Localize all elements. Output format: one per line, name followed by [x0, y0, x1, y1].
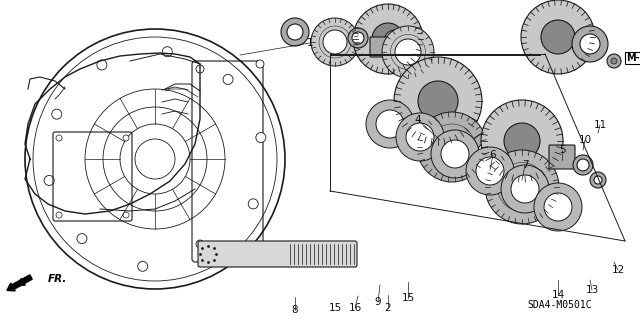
Circle shape [281, 18, 309, 46]
Circle shape [418, 81, 458, 121]
Text: 15: 15 [401, 293, 415, 303]
Circle shape [580, 34, 600, 54]
Circle shape [511, 175, 539, 203]
Circle shape [396, 113, 444, 161]
Circle shape [44, 175, 54, 185]
Circle shape [544, 193, 572, 221]
Circle shape [163, 47, 172, 57]
FancyArrow shape [7, 275, 32, 291]
Circle shape [256, 60, 264, 68]
Circle shape [389, 35, 401, 47]
Circle shape [97, 60, 107, 70]
Circle shape [441, 140, 469, 168]
Text: FR.: FR. [48, 274, 67, 284]
Text: 16: 16 [348, 303, 362, 313]
Circle shape [577, 159, 589, 171]
Text: 12: 12 [611, 265, 625, 275]
Circle shape [123, 135, 129, 141]
Circle shape [594, 176, 602, 184]
Circle shape [394, 57, 482, 145]
Circle shape [56, 212, 62, 218]
Circle shape [348, 28, 368, 48]
Text: 9: 9 [374, 297, 381, 307]
Text: 5: 5 [559, 145, 565, 155]
Circle shape [481, 100, 563, 182]
Circle shape [406, 123, 434, 151]
Circle shape [534, 183, 582, 231]
Text: SDA4-M0501C: SDA4-M0501C [528, 300, 592, 310]
Text: 14: 14 [552, 290, 564, 300]
Circle shape [611, 58, 617, 64]
FancyBboxPatch shape [549, 145, 575, 169]
Circle shape [203, 248, 213, 258]
Text: 4: 4 [415, 115, 421, 125]
Circle shape [477, 141, 503, 167]
Text: 15: 15 [328, 303, 342, 313]
Circle shape [590, 172, 606, 188]
Circle shape [353, 4, 423, 74]
Circle shape [123, 212, 129, 218]
Circle shape [138, 261, 148, 271]
Circle shape [417, 112, 487, 182]
Text: 13: 13 [586, 285, 598, 295]
Circle shape [376, 110, 404, 138]
Circle shape [248, 199, 259, 209]
Circle shape [311, 18, 359, 66]
Circle shape [256, 132, 266, 143]
Circle shape [52, 109, 61, 119]
Circle shape [366, 100, 414, 148]
Text: 11: 11 [593, 120, 607, 130]
Circle shape [196, 240, 204, 248]
Text: 6: 6 [490, 150, 496, 160]
Text: 10: 10 [579, 135, 591, 145]
Circle shape [504, 123, 540, 159]
Circle shape [395, 39, 421, 65]
Circle shape [505, 170, 539, 204]
Circle shape [476, 157, 504, 185]
Text: 2: 2 [385, 303, 391, 313]
Circle shape [521, 0, 595, 74]
Circle shape [77, 234, 87, 244]
Text: 1: 1 [307, 38, 314, 48]
Circle shape [382, 26, 434, 78]
Circle shape [56, 135, 62, 141]
Circle shape [501, 165, 549, 213]
Circle shape [573, 155, 593, 175]
Circle shape [256, 250, 264, 258]
Circle shape [436, 131, 468, 163]
Circle shape [287, 24, 303, 40]
Circle shape [468, 132, 512, 176]
Circle shape [485, 150, 559, 224]
Circle shape [466, 147, 514, 195]
Circle shape [431, 130, 479, 178]
Circle shape [323, 30, 347, 54]
Text: 8: 8 [292, 305, 298, 315]
FancyBboxPatch shape [198, 241, 357, 267]
Text: M-2: M-2 [626, 53, 640, 63]
Text: 7: 7 [522, 160, 528, 170]
Circle shape [607, 54, 621, 68]
FancyBboxPatch shape [370, 37, 390, 57]
Circle shape [541, 20, 575, 54]
Circle shape [372, 23, 404, 55]
Circle shape [196, 65, 204, 73]
Circle shape [572, 26, 608, 62]
Circle shape [223, 74, 233, 85]
Circle shape [352, 32, 364, 44]
Circle shape [384, 30, 406, 52]
